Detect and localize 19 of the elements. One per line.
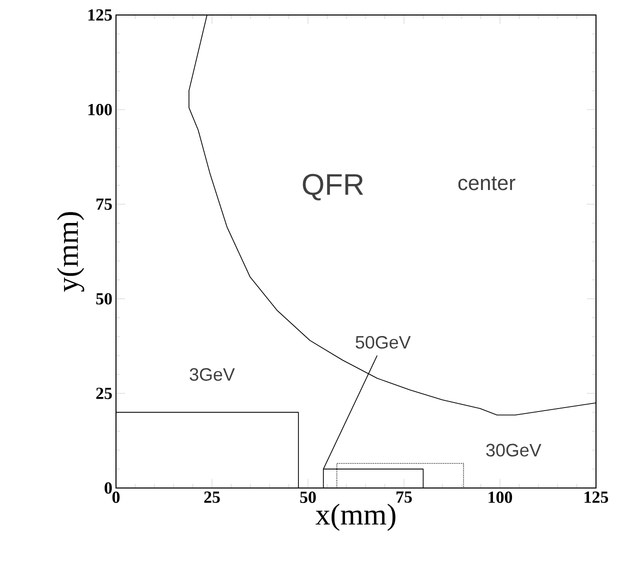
x-tick-label: 125 bbox=[584, 492, 608, 503]
y-axis-title: y(mm) bbox=[57, 212, 84, 292]
x-axis-title: x(mm) bbox=[316, 504, 396, 531]
x-tick-label: 75 bbox=[396, 492, 412, 503]
x-tick-label: 25 bbox=[204, 492, 220, 503]
y-tick-label: 25 bbox=[96, 388, 112, 400]
y-tick-label: 50 bbox=[96, 293, 112, 305]
x-tick-label: 100 bbox=[488, 492, 512, 503]
annotation: 50GeV bbox=[356, 336, 411, 349]
annotation: 3GeV bbox=[190, 368, 235, 381]
annotation: center bbox=[458, 176, 516, 190]
x-tick-label: 0 bbox=[112, 492, 120, 503]
y-tick-label: 0 bbox=[104, 482, 112, 494]
x-tick-label: 50 bbox=[300, 492, 316, 503]
annotation: 30GeV bbox=[486, 444, 542, 457]
y-tick-label: 125 bbox=[88, 9, 112, 21]
annotation: QFR bbox=[302, 174, 364, 200]
y-tick-label: 75 bbox=[96, 198, 112, 210]
y-tick-label: 100 bbox=[88, 104, 112, 116]
